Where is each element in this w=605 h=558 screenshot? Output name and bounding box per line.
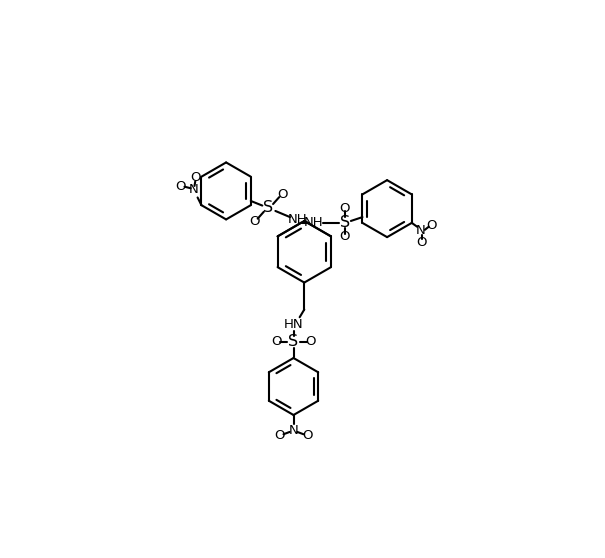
Text: O: O	[339, 230, 350, 243]
Text: N: N	[189, 183, 198, 196]
Text: HN: HN	[284, 319, 303, 331]
Text: O: O	[302, 429, 313, 441]
Text: O: O	[190, 171, 200, 184]
Text: O: O	[416, 237, 427, 249]
Text: O: O	[249, 215, 260, 228]
Text: S: S	[289, 334, 299, 349]
Text: O: O	[427, 219, 437, 233]
Text: O: O	[277, 187, 287, 200]
Text: O: O	[271, 335, 282, 348]
Text: N: N	[416, 224, 426, 237]
Text: O: O	[275, 429, 285, 441]
Text: O: O	[339, 202, 350, 215]
Text: N: N	[289, 424, 298, 437]
Text: O: O	[305, 335, 316, 348]
Text: S: S	[263, 200, 273, 215]
Text: NH: NH	[304, 216, 324, 229]
Text: NH: NH	[288, 213, 307, 226]
Text: O: O	[175, 180, 186, 193]
Text: S: S	[339, 215, 350, 230]
